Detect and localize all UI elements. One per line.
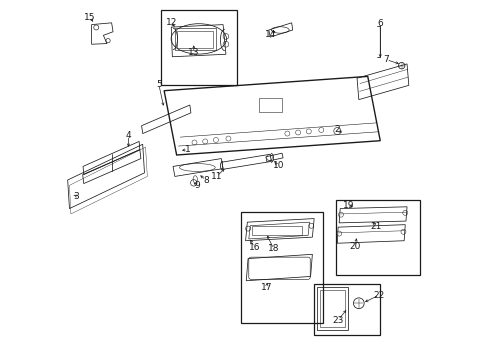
Bar	[313, 284, 380, 336]
Text: 1: 1	[185, 145, 190, 154]
Bar	[251, 226, 301, 235]
Text: 6: 6	[377, 19, 382, 28]
Bar	[177, 31, 213, 48]
Text: 15: 15	[84, 13, 96, 22]
Bar	[258, 98, 282, 112]
Bar	[175, 28, 216, 50]
Text: 20: 20	[349, 242, 360, 251]
Text: 13: 13	[188, 48, 199, 57]
Text: 3: 3	[74, 192, 80, 201]
Text: 9: 9	[194, 181, 200, 190]
Bar	[335, 200, 419, 275]
Text: 11: 11	[210, 172, 222, 181]
Text: 2: 2	[334, 126, 340, 135]
Text: 19: 19	[343, 201, 354, 210]
Text: 22: 22	[373, 291, 384, 300]
Text: 14: 14	[264, 30, 275, 39]
Text: 12: 12	[165, 18, 177, 27]
Text: 16: 16	[248, 243, 260, 252]
Bar	[241, 212, 323, 323]
Text: 4: 4	[125, 131, 131, 140]
Text: 18: 18	[267, 244, 279, 253]
Text: 23: 23	[332, 315, 343, 324]
Bar	[316, 287, 347, 330]
Text: 5: 5	[156, 80, 162, 89]
Text: 8: 8	[203, 176, 208, 185]
Text: 17: 17	[261, 283, 272, 292]
Text: 10: 10	[272, 161, 284, 170]
Bar	[319, 290, 345, 327]
Text: 21: 21	[369, 222, 381, 231]
Text: 7: 7	[383, 55, 388, 64]
Bar	[160, 10, 237, 85]
